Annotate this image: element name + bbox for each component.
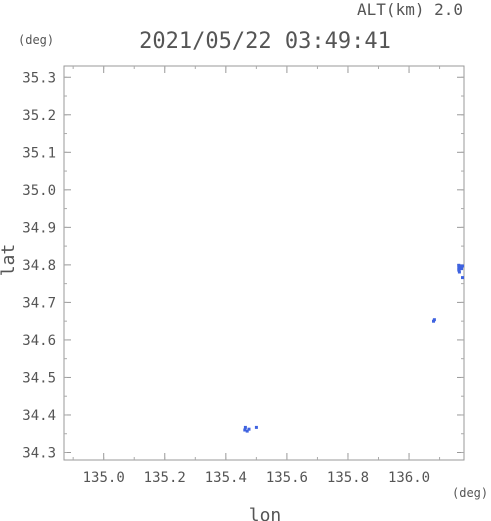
data-point bbox=[243, 428, 247, 432]
y-tick-label: 34.3 bbox=[22, 445, 56, 461]
data-point bbox=[457, 268, 461, 272]
x-tick-label: 135.0 bbox=[83, 470, 125, 486]
y-tick-label: 35.2 bbox=[22, 108, 56, 124]
y-tick-label: 34.4 bbox=[22, 408, 56, 424]
x-tick-label: 136.0 bbox=[388, 470, 430, 486]
altitude-label: ALT(km) 2.0 bbox=[357, 0, 463, 19]
y-tick-label: 34.8 bbox=[22, 258, 56, 274]
timestamp-title: 2021/05/22 03:49:41 bbox=[139, 29, 391, 54]
y-unit-label: (deg) bbox=[18, 33, 54, 47]
x-unit-label: (deg) bbox=[452, 486, 488, 500]
data-point bbox=[243, 425, 247, 429]
x-tick-label: 135.6 bbox=[266, 470, 308, 486]
data-point bbox=[432, 319, 435, 323]
y-tick-label: 35.1 bbox=[22, 145, 56, 161]
data-point bbox=[245, 429, 249, 433]
y-tick-label: 34.6 bbox=[22, 333, 56, 349]
y-tick-label: 34.7 bbox=[22, 295, 56, 311]
y-axis-label: lat bbox=[0, 244, 19, 277]
x-axis-label: lon bbox=[249, 505, 282, 521]
data-points bbox=[243, 263, 464, 433]
data-point bbox=[460, 267, 464, 271]
x-tick-label: 135.8 bbox=[327, 470, 369, 486]
data-point bbox=[461, 264, 464, 268]
y-tick-label: 35.0 bbox=[22, 183, 56, 199]
plot-frame bbox=[63, 65, 465, 461]
y-tick-label: 35.3 bbox=[22, 70, 56, 86]
data-point bbox=[247, 427, 251, 431]
data-point bbox=[254, 425, 258, 429]
data-point bbox=[461, 276, 464, 280]
data-point bbox=[457, 270, 461, 274]
y-tick-label: 34.9 bbox=[22, 220, 56, 236]
x-tick-label: 135.2 bbox=[144, 470, 186, 486]
x-tick-label: 135.4 bbox=[205, 470, 247, 486]
axis-ticks: 34.3 34.4 34.5 34.6 34.7 34.8 34.9 35.0 35.1 35.2… bbox=[22, 66, 464, 486]
y-tick-label: 34.5 bbox=[22, 370, 56, 386]
